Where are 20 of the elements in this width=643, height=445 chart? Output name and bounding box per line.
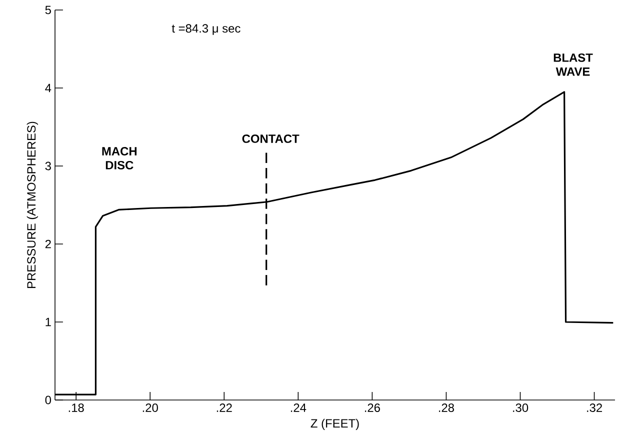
x-tick-label: .28 xyxy=(439,404,454,412)
annotation: MACH DISC xyxy=(102,147,137,170)
annotation: t =84.3 μ sec xyxy=(172,24,240,35)
y-axis-title: PRESSURE (ATMOSPHERES) xyxy=(26,122,38,288)
y-tick-label: 4 xyxy=(45,84,52,92)
x-tick-label: .30 xyxy=(513,404,528,412)
x-tick-label: .18 xyxy=(68,404,84,412)
y-tick-label: 5 xyxy=(45,6,51,14)
x-tick-label: .32 xyxy=(587,404,602,412)
annotation: BLAST WAVE xyxy=(554,53,593,76)
y-tick-label: 0 xyxy=(45,396,52,404)
x-tick-label: .26 xyxy=(364,404,380,412)
x-tick-label: .24 xyxy=(290,404,306,412)
y-tick-label: 3 xyxy=(45,162,51,170)
annotation: CONTACT xyxy=(242,134,300,143)
x-axis-title: Z (FEET) xyxy=(310,418,359,430)
x-tick-label: .20 xyxy=(142,404,158,412)
y-tick-label: 2 xyxy=(45,240,51,248)
y-tick-label: 1 xyxy=(46,318,51,326)
x-tick-label: .22 xyxy=(216,404,232,412)
